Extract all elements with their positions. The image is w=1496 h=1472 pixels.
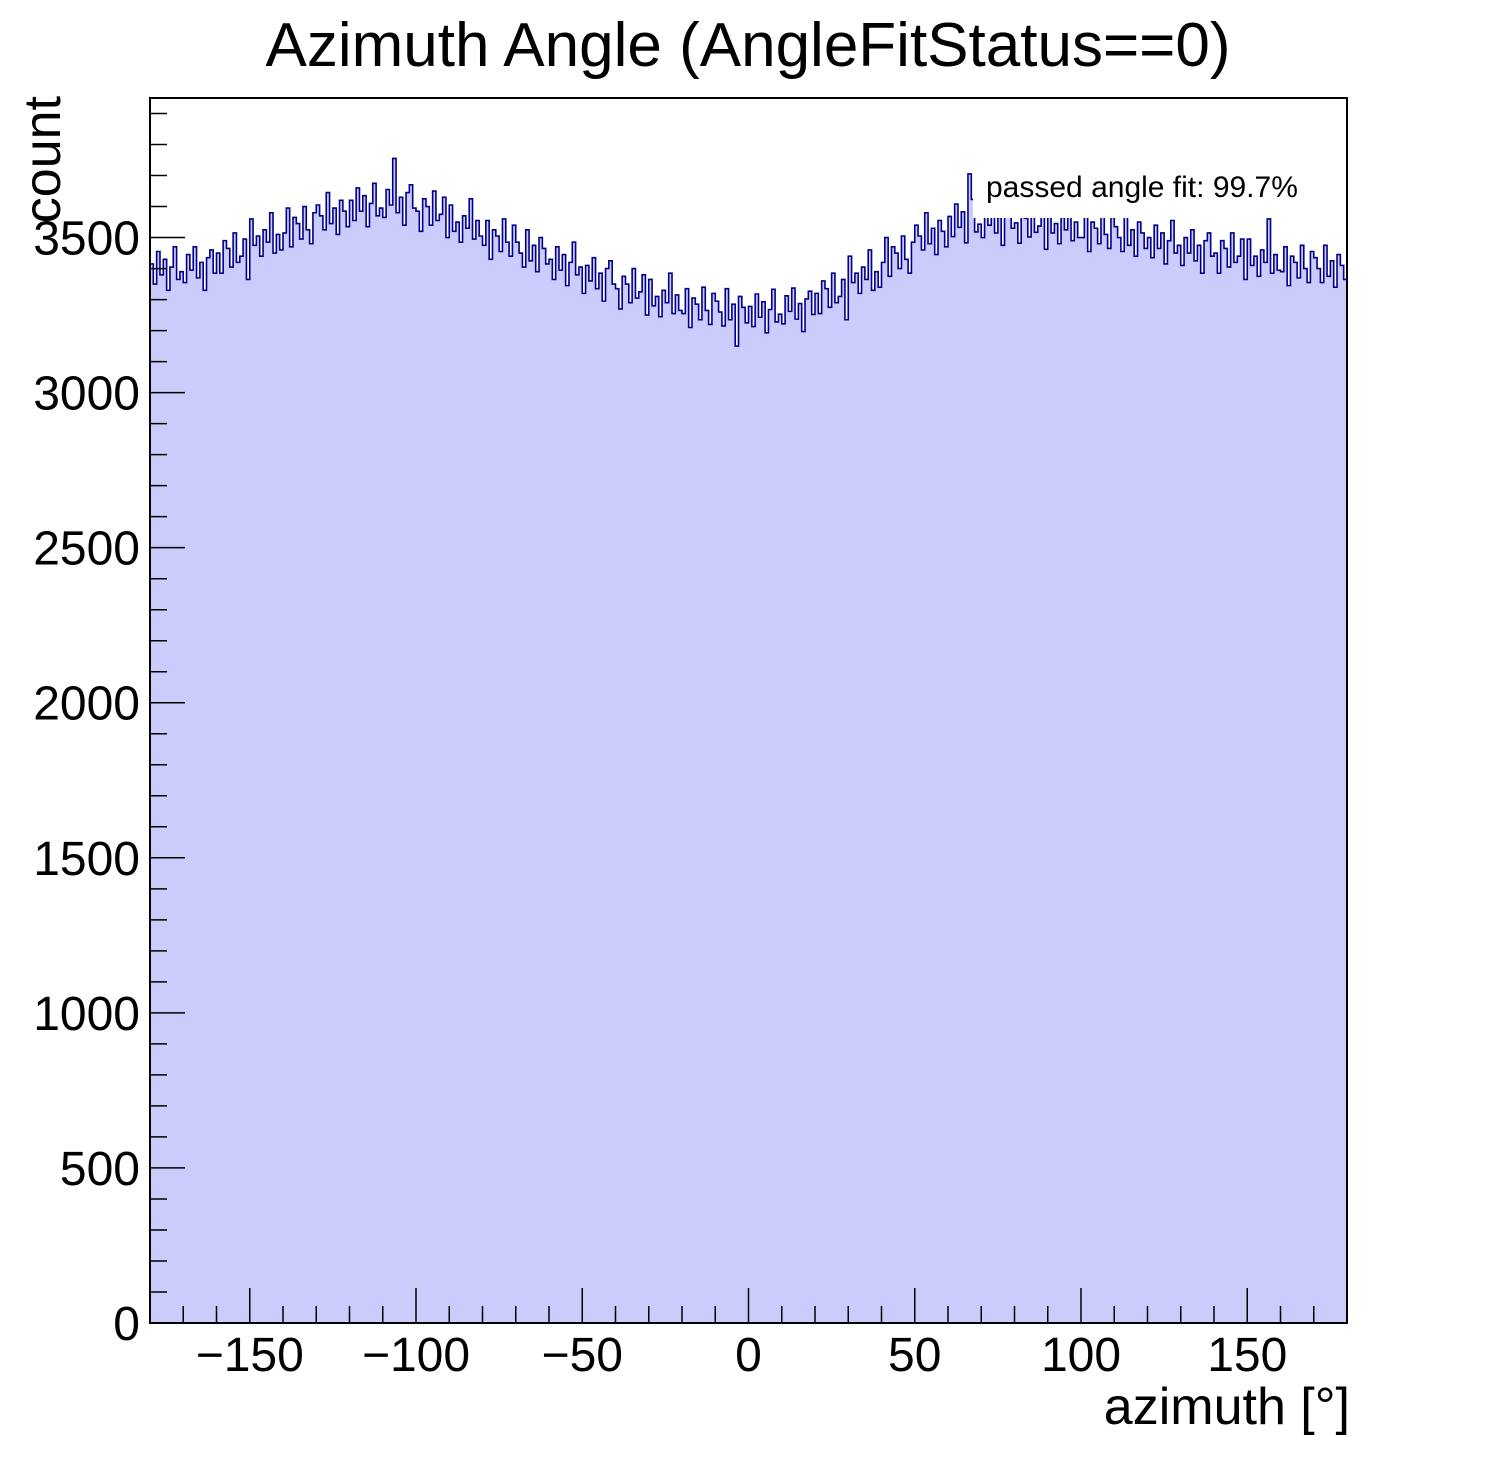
x-tick-label: −100 [362, 1329, 470, 1382]
y-tick-label: 0 [113, 1298, 140, 1351]
histogram-series [149, 157, 1348, 1324]
chart-title: Azimuth Angle (AngleFitStatus==0) [266, 11, 1231, 80]
x-axis-ticks [182, 1288, 1315, 1323]
annotation-background [973, 158, 1305, 218]
y-axis-tick-labels: 0 500 1000 1500 2000 2500 3000 3500 [33, 213, 140, 1351]
x-tick-label: 100 [1041, 1329, 1121, 1382]
x-tick-label: 0 [735, 1329, 762, 1382]
x-axis-title: azimuth [°] [1104, 1378, 1350, 1436]
y-tick-label: 500 [60, 1143, 140, 1196]
y-tick-label: 1500 [33, 833, 140, 886]
y-axis-title: count [14, 95, 72, 223]
y-tick-label: 1000 [33, 988, 140, 1041]
x-tick-label: −50 [542, 1329, 623, 1382]
y-tick-label: 2500 [33, 523, 140, 576]
y-tick-label: 3000 [33, 368, 140, 421]
x-axis-tick-labels: −150 −100 −50 0 50 100 150 [196, 1329, 1288, 1382]
x-tick-label: 150 [1207, 1329, 1287, 1382]
y-tick-label: 2000 [33, 678, 140, 731]
x-tick-label: 50 [888, 1329, 941, 1382]
y-tick-label: 3500 [33, 213, 140, 266]
x-tick-label: −150 [196, 1329, 304, 1382]
annotation-passed-angle-fit: passed angle fit: 99.7% [986, 171, 1298, 204]
plot-frame [149, 97, 1348, 1324]
